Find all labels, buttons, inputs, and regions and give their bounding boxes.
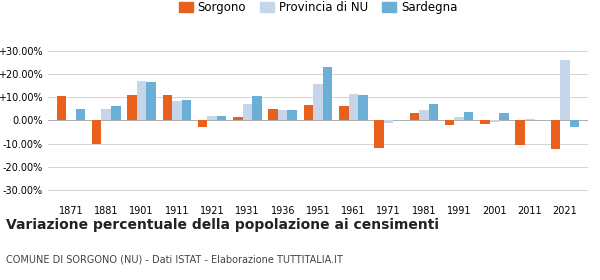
Bar xyxy=(92,120,101,144)
Bar xyxy=(172,101,182,120)
Bar xyxy=(339,106,349,120)
Bar xyxy=(198,120,208,127)
Bar xyxy=(163,95,172,120)
Bar xyxy=(252,96,262,120)
Bar xyxy=(111,106,121,120)
Bar xyxy=(499,113,509,120)
Bar xyxy=(304,105,313,120)
Bar xyxy=(217,116,226,120)
Bar xyxy=(480,120,490,124)
Bar xyxy=(374,120,384,148)
Bar xyxy=(551,120,560,150)
Bar xyxy=(208,116,217,120)
Bar xyxy=(490,120,499,122)
Bar xyxy=(76,109,85,120)
Bar xyxy=(137,81,146,120)
Bar xyxy=(358,95,368,120)
Bar xyxy=(428,104,438,120)
Bar xyxy=(515,120,525,145)
Bar xyxy=(56,96,66,120)
Bar xyxy=(101,109,111,120)
Bar xyxy=(384,120,394,123)
Bar xyxy=(464,112,473,120)
Bar xyxy=(242,104,252,120)
Bar xyxy=(323,67,332,120)
Bar xyxy=(454,117,464,120)
Bar xyxy=(146,82,156,120)
Bar xyxy=(525,119,535,120)
Bar xyxy=(287,110,297,120)
Bar xyxy=(313,85,323,120)
Bar xyxy=(560,60,570,120)
Bar xyxy=(349,94,358,120)
Bar xyxy=(570,120,580,127)
Bar xyxy=(445,120,454,125)
Bar xyxy=(410,113,419,120)
Bar xyxy=(127,95,137,120)
Bar xyxy=(182,99,191,120)
Bar xyxy=(233,117,242,120)
Text: Variazione percentuale della popolazione ai censimenti: Variazione percentuale della popolazione… xyxy=(6,218,439,232)
Bar xyxy=(278,110,287,120)
Text: COMUNE DI SORGONO (NU) - Dati ISTAT - Elaborazione TUTTITALIA.IT: COMUNE DI SORGONO (NU) - Dati ISTAT - El… xyxy=(6,255,343,265)
Bar xyxy=(419,110,428,120)
Bar xyxy=(268,109,278,120)
Legend: Sorgono, Provincia di NU, Sardegna: Sorgono, Provincia di NU, Sardegna xyxy=(174,0,462,19)
